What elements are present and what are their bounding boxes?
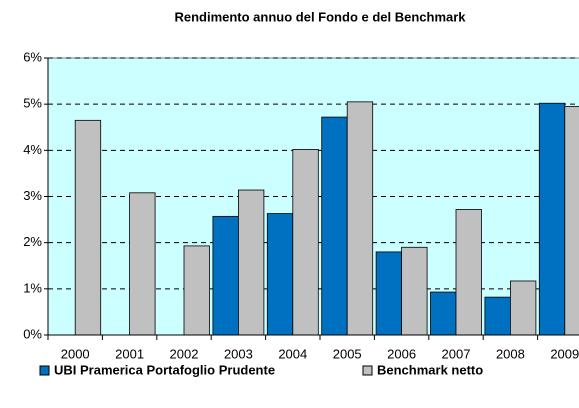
bar: [292, 149, 319, 336]
bar: [375, 251, 403, 336]
x-tick-label: 2009: [550, 346, 579, 361]
bar: [346, 101, 374, 336]
bar: [266, 213, 294, 336]
bar: [455, 209, 482, 336]
y-tick-label: 0%: [23, 326, 42, 341]
bar: [564, 106, 579, 336]
chart-title: Rendimento annuo del Fondo e del Benchma…: [174, 9, 466, 24]
y-tick-label: 2%: [23, 234, 42, 249]
legend-swatch: [362, 365, 373, 376]
bar: [183, 245, 210, 336]
bar: [430, 291, 457, 336]
x-tick-label: 2001: [115, 346, 144, 361]
bar: [321, 116, 348, 336]
bar: [484, 296, 511, 336]
bar: [237, 189, 265, 336]
y-tick-label: 6%: [23, 49, 42, 64]
bar: [401, 246, 428, 336]
legend-label: Benchmark netto: [377, 362, 483, 377]
bar: [212, 215, 239, 336]
bar: [129, 192, 156, 336]
bar: [74, 119, 102, 336]
y-tick-label: 5%: [23, 96, 42, 111]
legend-swatch: [39, 365, 50, 376]
x-tick-label: 2006: [387, 346, 416, 361]
x-tick-label: 2008: [496, 346, 525, 361]
x-tick-label: 2005: [333, 346, 362, 361]
legend-label: UBI Pramerica Portafoglio Prudente: [54, 362, 275, 377]
bar: [509, 280, 537, 336]
y-tick-label: 4%: [23, 142, 42, 157]
bar: [538, 102, 566, 336]
x-tick-label: 2002: [170, 346, 199, 361]
x-tick-label: 2004: [278, 346, 307, 361]
y-tick-label: 1%: [23, 280, 42, 295]
x-tick-label: 2007: [442, 346, 471, 361]
x-tick-label: 2000: [61, 346, 90, 361]
y-tick-label: 3%: [23, 188, 42, 203]
x-tick-label: 2003: [224, 346, 253, 361]
